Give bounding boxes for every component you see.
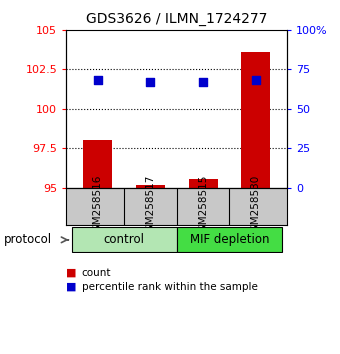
Text: control: control: [104, 233, 145, 246]
FancyBboxPatch shape: [71, 227, 177, 252]
FancyBboxPatch shape: [177, 227, 282, 252]
Bar: [241, 52, 270, 188]
Title: GDS3626 / ILMN_1724277: GDS3626 / ILMN_1724277: [86, 12, 268, 26]
Point: [200, 79, 206, 85]
Bar: [189, 179, 218, 188]
Text: protocol: protocol: [3, 233, 52, 246]
Point: [95, 78, 101, 83]
Text: ■: ■: [66, 268, 77, 278]
Text: GSM258517: GSM258517: [146, 175, 155, 238]
Text: GSM258516: GSM258516: [93, 175, 103, 238]
Text: GSM258530: GSM258530: [251, 175, 261, 238]
Text: MIF depletion: MIF depletion: [190, 233, 269, 246]
Text: count: count: [82, 268, 111, 278]
Text: GSM258515: GSM258515: [198, 175, 208, 238]
Text: percentile rank within the sample: percentile rank within the sample: [82, 282, 257, 292]
Point: [148, 79, 153, 85]
Point: [253, 78, 258, 83]
Bar: [83, 140, 112, 188]
Text: ■: ■: [66, 282, 77, 292]
Bar: [136, 185, 165, 188]
